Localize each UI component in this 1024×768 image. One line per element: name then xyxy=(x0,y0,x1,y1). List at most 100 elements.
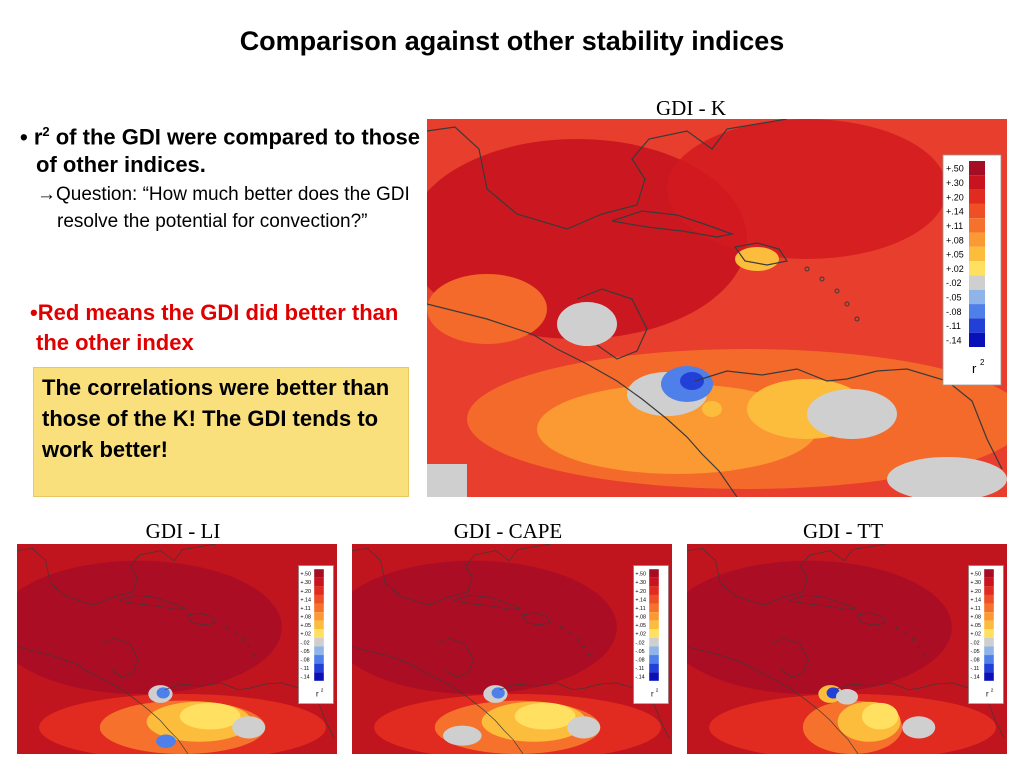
legend-swatch xyxy=(314,569,324,578)
map-svg: +.50 +.30 +.20 +.14 +.11 +.08 +.05 +.02 -.02 -.05… xyxy=(17,544,337,754)
legend-swatch xyxy=(984,629,994,638)
legend-swatch xyxy=(314,655,324,664)
map-gdi-li: +.50 +.30 +.20 +.14 +.11 +.08 +.05 +.02 -.02 -.05… xyxy=(17,544,337,754)
map-field xyxy=(17,544,337,754)
legend-tick-label: +.02 xyxy=(946,264,964,274)
legend-tick-label: -.14 xyxy=(946,335,962,345)
legend-swatch xyxy=(984,655,994,664)
legend-swatch xyxy=(649,655,659,664)
legend-tick-label: -.14 xyxy=(970,675,979,681)
legend-title-superscript: 2 xyxy=(991,688,994,694)
legend-swatch xyxy=(314,663,324,673)
legend-tick-label: -.05 xyxy=(946,293,962,303)
legend-tick-label: -.14 xyxy=(635,675,644,681)
legend-swatch xyxy=(984,612,994,621)
legend-swatch xyxy=(969,275,985,290)
legend-tick-label: -.02 xyxy=(946,278,962,288)
legend-tick-label: -.11 xyxy=(635,666,644,672)
legend-tick-label: +.20 xyxy=(946,192,964,202)
legend-colorbar: +.50 +.30 +.20 +.14 +.11 +.08 +.05 +.02 -.02 -.05… xyxy=(942,154,1002,386)
legend-tick-label: -.14 xyxy=(300,675,309,681)
legend-tick-label: -.05 xyxy=(300,649,309,655)
legend-tick-label: +.02 xyxy=(970,632,981,638)
bullet-r2-comparison: • r2 of the GDI were compared to those o… xyxy=(20,124,421,178)
legend-swatch xyxy=(969,161,985,176)
legend-tick-label: -.05 xyxy=(970,649,979,655)
legend-swatch xyxy=(984,637,994,647)
legend-swatch xyxy=(649,569,659,578)
bullet-list: • r2 of the GDI were compared to those o… xyxy=(20,118,425,235)
legend-tick-label: +.11 xyxy=(946,221,963,231)
legend-colorbar: +.50 +.30 +.20 +.14 +.11 +.08 +.05 +.02 -.02 -.05… xyxy=(968,565,1004,705)
legend-swatch xyxy=(984,646,994,656)
legend-swatch xyxy=(314,577,324,587)
legend-tick-label: +.14 xyxy=(946,207,964,217)
legend-tick-label: -.08 xyxy=(946,307,962,317)
legend-swatch xyxy=(649,637,659,647)
map-field xyxy=(352,544,672,754)
map-label-li: GDI - LI xyxy=(145,519,221,543)
legend-swatch xyxy=(649,594,659,604)
legend-swatch xyxy=(649,672,659,681)
legend-tick-label: +.50 xyxy=(970,572,981,578)
legend-swatch xyxy=(649,629,659,638)
legend-tick-label: +.20 xyxy=(970,589,981,595)
legend-swatch xyxy=(314,629,324,638)
legend-tick-label: +.30 xyxy=(635,580,646,586)
legend-swatch xyxy=(969,318,985,333)
map-svg: +.50 +.30 +.20 +.14 +.11 +.08 +.05 +.02 -.02 -.05… xyxy=(427,119,1007,497)
red-note-text: Red means the GDI did better than the ot… xyxy=(36,300,399,355)
legend-tick-label: +.05 xyxy=(635,623,646,629)
legend-swatch xyxy=(984,672,994,681)
legend-swatch xyxy=(984,603,994,613)
legend-swatch xyxy=(984,620,994,630)
legend-tick-label: -.08 xyxy=(970,657,979,663)
legend-swatch xyxy=(314,637,324,647)
legend-tick-label: +.14 xyxy=(970,597,981,603)
map-label-cape: GDI - CAPE xyxy=(453,519,563,543)
map-svg: +.50 +.30 +.20 +.14 +.11 +.08 +.05 +.02 -.02 -.05… xyxy=(352,544,672,754)
legend-tick-label: +.14 xyxy=(635,597,646,603)
legend-swatch xyxy=(649,620,659,630)
legend-tick-label: +.30 xyxy=(946,178,964,188)
legend-swatch xyxy=(314,646,324,656)
map-field xyxy=(427,119,1007,497)
legend-tick-label: +.05 xyxy=(970,623,981,629)
legend-tick-label: -.11 xyxy=(946,321,961,331)
red-meaning-note: •Red means the GDI did better than the o… xyxy=(30,300,399,355)
legend-tick-label: +.02 xyxy=(300,632,311,638)
legend-colorbar: +.50 +.30 +.20 +.14 +.11 +.08 +.05 +.02 -.02 -.05… xyxy=(298,565,334,705)
legend-tick-label: -.08 xyxy=(300,657,309,663)
legend-tick-label: +.05 xyxy=(300,623,311,629)
legend-tick-label: -.02 xyxy=(635,640,644,646)
legend-tick-label: +.08 xyxy=(635,615,646,621)
legend-tick-label: +.08 xyxy=(970,615,981,621)
bullet1-superscript: 2 xyxy=(42,124,50,139)
legend-swatch xyxy=(649,586,659,595)
arrow-icon: → xyxy=(37,184,56,206)
legend-tick-label: +.08 xyxy=(946,235,964,245)
legend-title: r xyxy=(986,689,989,698)
legend-tick-label: +.02 xyxy=(635,632,646,638)
conclusion-callout: The correlations were better than those … xyxy=(33,367,409,497)
legend-swatch xyxy=(969,175,985,190)
legend-swatch xyxy=(969,203,985,219)
legend-swatch xyxy=(314,586,324,595)
legend-tick-label: +.11 xyxy=(300,606,310,612)
legend-swatch xyxy=(314,672,324,681)
legend-swatch xyxy=(314,594,324,604)
legend-colorbar: +.50 +.30 +.20 +.14 +.11 +.08 +.05 +.02 -.02 -.05… xyxy=(633,565,669,705)
legend-tick-label: -.11 xyxy=(970,666,979,672)
map-gdi-cape: +.50 +.30 +.20 +.14 +.11 +.08 +.05 +.02 -.02 -.05… xyxy=(352,544,672,754)
sub-bullet-question: →Question: “How much better does the GDI… xyxy=(37,181,425,235)
legend-swatch xyxy=(969,189,985,204)
legend-swatch xyxy=(649,663,659,673)
legend-swatch xyxy=(314,620,324,630)
legend-tick-label: -.11 xyxy=(300,666,309,672)
map-label-tt: GDI - TT xyxy=(802,519,884,543)
map-field xyxy=(687,544,1007,754)
legend-swatch xyxy=(984,586,994,595)
legend-swatch xyxy=(649,577,659,587)
legend-swatch xyxy=(969,261,985,276)
legend-swatch xyxy=(969,246,985,262)
